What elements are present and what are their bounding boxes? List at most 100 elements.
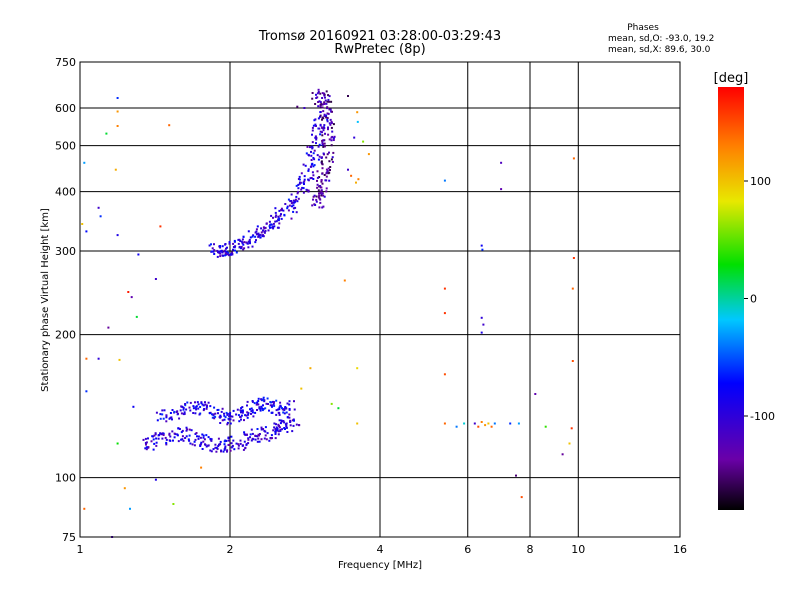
echo-point (239, 415, 242, 418)
echo-point (221, 245, 224, 248)
echo-point (260, 231, 263, 234)
echo-point (262, 396, 265, 399)
echo-point (105, 132, 108, 135)
echo-point (197, 407, 200, 410)
echo-point (249, 242, 251, 245)
echo-point (182, 413, 185, 416)
echo-point (330, 144, 333, 147)
echo-point (226, 449, 229, 452)
chart-subtitle: RwPretec (8p) (334, 42, 425, 57)
echo-point (218, 416, 221, 419)
echo-point (330, 139, 333, 142)
x-tick-label: 8 (527, 543, 534, 556)
echo-point (229, 413, 231, 416)
echo-point (123, 487, 126, 490)
echo-point (303, 175, 306, 178)
echo-point (239, 439, 242, 442)
echo-point (240, 247, 242, 250)
echo-point (219, 422, 222, 424)
echo-point (480, 421, 483, 423)
echo-point (240, 407, 243, 410)
echo-point (319, 92, 322, 95)
echo-point (250, 428, 253, 431)
echo-point (205, 445, 208, 448)
echo-point (270, 214, 273, 217)
echo-point (292, 418, 295, 421)
echo-point (145, 441, 148, 444)
echo-point (487, 422, 490, 425)
echo-point (224, 447, 227, 449)
echo-point (316, 170, 319, 173)
echo-point (232, 419, 235, 422)
echo-point (228, 418, 231, 421)
echo-point (362, 140, 365, 143)
echo-point (255, 239, 257, 242)
echo-point (289, 421, 292, 423)
echo-point (322, 205, 325, 208)
echo-point (264, 229, 267, 232)
echo-point (165, 414, 168, 417)
echo-point (317, 105, 320, 108)
echo-point (287, 198, 290, 201)
echo-point (314, 118, 317, 121)
echo-point (477, 425, 480, 428)
colorbar-ticks: 100 0 -100 (744, 175, 775, 423)
echo-point (215, 450, 218, 453)
echo-point (202, 404, 205, 407)
echo-point (270, 223, 273, 226)
echo-point (255, 403, 258, 406)
echo-point (156, 419, 159, 422)
echo-point (237, 447, 240, 450)
echo-point (235, 413, 238, 416)
echo-point (278, 419, 281, 422)
echo-point (215, 446, 218, 449)
echo-point (286, 416, 289, 419)
echo-point (239, 409, 242, 412)
echo-point (319, 133, 322, 136)
echo-point (204, 443, 206, 446)
echo-point (329, 169, 331, 171)
echo-point (246, 404, 248, 407)
echo-point (315, 138, 318, 141)
x-tick-label: 4 (377, 543, 384, 556)
echo-point (286, 402, 289, 405)
echo-point (282, 209, 285, 212)
echo-point (302, 187, 305, 190)
echo-point (267, 229, 270, 232)
echo-point (286, 205, 289, 208)
echo-point (257, 397, 260, 400)
echo-point (179, 409, 182, 412)
echo-point (320, 180, 323, 183)
echo-point (228, 415, 231, 418)
echo-point (327, 128, 329, 131)
echo-point (272, 216, 274, 219)
echo-point (274, 215, 277, 218)
echo-point (323, 92, 325, 95)
echo-point (248, 240, 251, 243)
echo-point (277, 219, 280, 222)
echo-point (213, 417, 216, 420)
echo-point (324, 132, 326, 135)
echo-point (272, 222, 275, 225)
echo-point (242, 235, 245, 238)
echo-point (147, 437, 149, 440)
echo-point (273, 404, 276, 407)
echo-point (159, 417, 162, 420)
echo-point (83, 507, 86, 510)
echo-point (443, 179, 446, 182)
colorbar (718, 87, 744, 510)
echo-point (85, 390, 88, 393)
echo-point (332, 139, 335, 141)
echo-point (293, 400, 295, 403)
echo-point (321, 206, 324, 209)
echo-point (332, 137, 335, 140)
echo-point (356, 422, 359, 425)
echo-point (321, 116, 324, 119)
echo-point (161, 437, 164, 440)
echo-point (319, 105, 322, 108)
echo-point (209, 405, 212, 408)
echo-point (172, 439, 174, 442)
echo-point (311, 97, 314, 100)
echo-point (328, 100, 331, 103)
echo-point (237, 414, 240, 417)
